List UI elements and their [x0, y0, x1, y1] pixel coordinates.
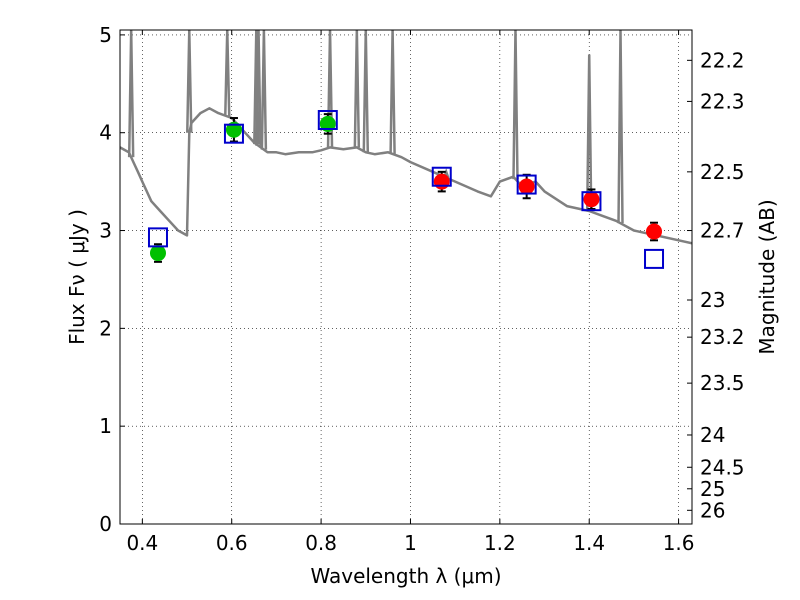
- y-tick-label: 4: [99, 121, 112, 145]
- nir-photometry-point: [433, 173, 450, 190]
- y-tick-label: 1: [99, 414, 112, 438]
- model-flux-square: [516, 174, 537, 195]
- emission-line: [353, 30, 361, 148]
- data-points: [147, 109, 665, 269]
- emission-line: [326, 30, 334, 148]
- right-tick-label: 22.7: [700, 219, 745, 243]
- right-tick-label: 25: [700, 477, 725, 501]
- y-tick-label: 5: [99, 23, 112, 47]
- right-axis-label: Magnitude (AB): [755, 199, 779, 354]
- emission-line: [260, 30, 268, 150]
- right-tick-label: 22.3: [700, 89, 745, 113]
- x-axis-label: Wavelength λ (μm): [310, 564, 501, 588]
- right-tick-label: 23.5: [700, 371, 745, 395]
- y-tick-label: 2: [99, 316, 112, 340]
- emission-line: [255, 30, 262, 146]
- right-tick-label: 22.5: [700, 160, 745, 184]
- optical-photometry-point: [225, 121, 242, 138]
- emission-line: [127, 30, 135, 158]
- x-tick-label: 0.8: [305, 531, 337, 555]
- emission-line: [389, 30, 396, 154]
- y-tick-label: 0: [99, 512, 112, 536]
- model-spectrum: [120, 30, 692, 245]
- emission-line: [224, 30, 231, 117]
- emission-line: [512, 30, 519, 180]
- x-tick-label: 1.4: [573, 531, 605, 555]
- emission-line: [186, 30, 193, 133]
- emission-line: [362, 30, 370, 153]
- right-tick-label: 23: [700, 288, 725, 312]
- emission-line: [585, 54, 593, 211]
- nir-photometry-point: [518, 178, 535, 195]
- right-tick-label: 23.2: [700, 325, 745, 349]
- x-tick-label: 0.6: [216, 531, 248, 555]
- model-flux-square: [317, 109, 338, 130]
- x-tick-label: 1: [404, 531, 417, 555]
- right-tick-label: 24.5: [700, 455, 745, 479]
- nir-photometry-point: [646, 223, 663, 240]
- model-flux-square: [223, 123, 244, 144]
- spectrum-line: [120, 107, 692, 245]
- x-tick-label: 0.4: [126, 531, 158, 555]
- y-tick-label: 3: [99, 219, 112, 243]
- optical-photometry-point: [319, 115, 336, 132]
- model-flux-square: [431, 166, 452, 187]
- right-tick-label: 24: [700, 423, 725, 447]
- model-flux-square: [147, 227, 168, 248]
- right-tick-label: 22.2: [700, 48, 745, 72]
- x-tick-label: 1.6: [663, 531, 695, 555]
- y-axis-label: Flux Fν ( μJy ): [65, 209, 89, 345]
- model-flux-square: [581, 191, 602, 212]
- axis-ticks: 0.4 0.6 0.8 1 1.2 1.4 1.601234522.222.322.522.…: [99, 23, 744, 555]
- x-tick-label: 1.2: [484, 531, 516, 555]
- plot-frame: [119, 29, 693, 525]
- model-flux-square: [644, 248, 665, 269]
- right-tick-label: 26: [700, 498, 725, 522]
- nir-photometry-point: [583, 191, 600, 208]
- emission-line: [617, 30, 624, 224]
- optical-photometry-point: [149, 245, 166, 262]
